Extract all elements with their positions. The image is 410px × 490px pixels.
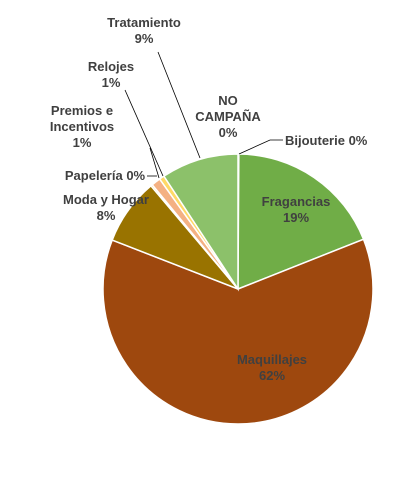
slice-label-line: Maquillajes: [237, 352, 307, 367]
slice-label-no-campana: NO CAMPAÑA 0%: [195, 93, 261, 140]
slice-label-line: 62%: [259, 368, 285, 383]
slice-label-line: Relojes: [88, 59, 134, 74]
slice-label-line: NO: [218, 93, 238, 108]
slices-layer: [102, 153, 374, 425]
leader-lines-layer: [124, 51, 283, 179]
leader-line-tratamiento: [157, 51, 201, 159]
slice-label-line: 1%: [102, 75, 121, 90]
slice-label-maquillajes: Maquillajes 62%: [237, 352, 307, 383]
slice-label-line: 1%: [73, 135, 92, 150]
pie-slice-tratamiento: [162, 153, 239, 292]
slice-label-papeleria: Papelería 0%: [65, 168, 146, 183]
slice-label-line: Premios e: [51, 103, 113, 118]
slice-label-line: Incentivos: [50, 119, 114, 134]
slice-label-line: CAMPAÑA: [195, 109, 261, 124]
pie-slice-fragancias: [237, 153, 365, 291]
slice-label-bijouterie: Bijouterie 0%: [285, 133, 368, 148]
leader-line-bijouterie: [238, 139, 283, 155]
slice-label-relojes: Relojes 1%: [88, 59, 134, 90]
slice-label-line: 0%: [219, 125, 238, 140]
slice-label-line: Bijouterie 0%: [285, 133, 368, 148]
slice-label-line: 8%: [97, 208, 116, 223]
labels-layer: NO CAMPAÑA 0% Bijouterie 0% Fragancias 19% Maq…: [50, 15, 368, 383]
slice-label-line: Moda y Hogar: [63, 192, 149, 207]
slice-label-line: Tratamiento: [107, 15, 181, 30]
slice-label-premios-e-incentivos: Premios e Incentivos 1%: [50, 103, 114, 150]
slice-label-moda-y-hogar: Moda y Hogar 8%: [63, 192, 149, 223]
pie-slice-maquillajes: [102, 238, 374, 425]
slice-label-fragancias: Fragancias 19%: [262, 194, 331, 225]
slice-label-line: Papelería 0%: [65, 168, 146, 183]
slice-label-line: 9%: [135, 31, 154, 46]
leader-line-premios-e-incentivos: [149, 147, 160, 179]
slice-label-line: 19%: [283, 210, 309, 225]
leader-line-relojes: [124, 89, 164, 177]
slice-label-line: Fragancias: [262, 194, 331, 209]
slice-label-tratamiento: Tratamiento 9%: [107, 15, 181, 46]
